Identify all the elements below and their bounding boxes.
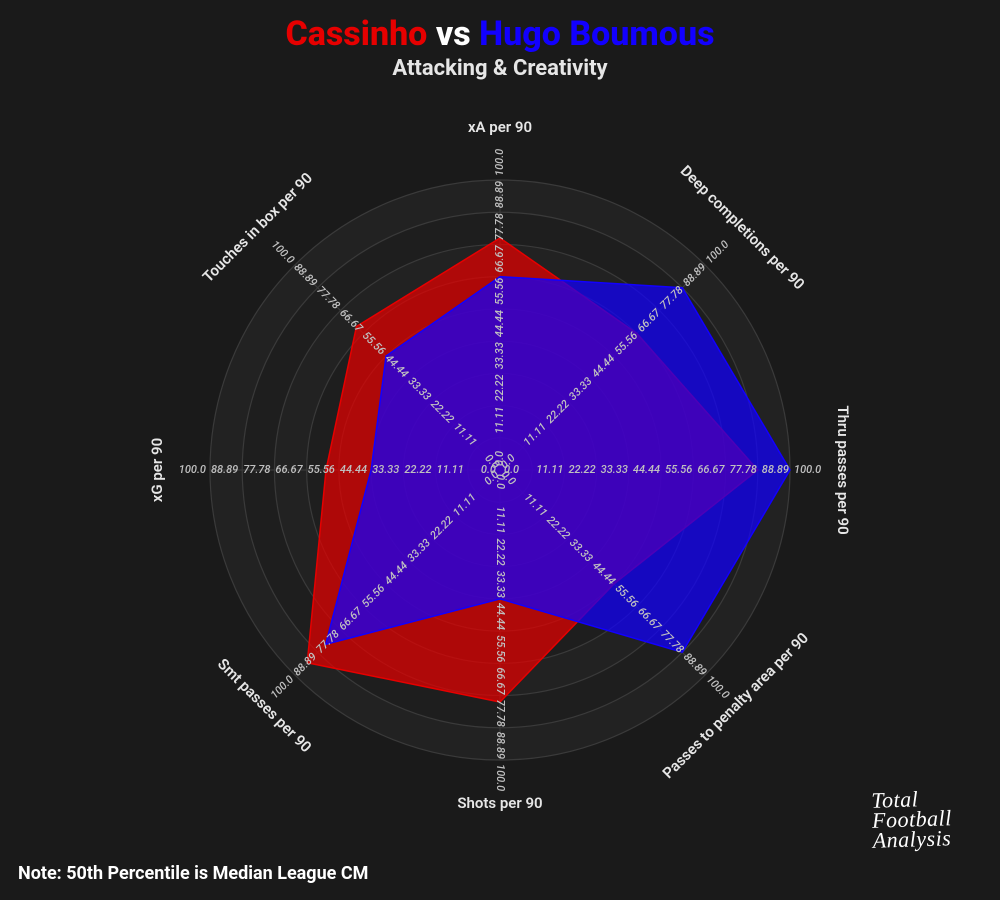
tick-label: 44.44 — [494, 603, 507, 630]
tick-label: 66.67 — [493, 245, 506, 273]
tick-label: 55.56 — [308, 463, 335, 476]
tick-label: 66.67 — [275, 463, 303, 476]
tick-label: 44.44 — [493, 310, 506, 337]
tick-label: 22.22 — [493, 374, 506, 401]
tick-label: 100.0 — [494, 764, 507, 791]
logo-line: Analysis — [872, 826, 983, 850]
tick-label: 11.11 — [536, 463, 563, 476]
player2-name: Hugo Boumous — [479, 14, 714, 54]
axis-label: Thru passes per 90 — [834, 405, 852, 534]
axis-label: xA per 90 — [468, 118, 532, 136]
footer-note: Note: 50th Percentile is Median League C… — [18, 863, 368, 884]
axis-label: Shots per 90 — [457, 794, 542, 812]
vs-text: vs — [436, 14, 471, 54]
tick-label: 11.11 — [437, 463, 464, 476]
radar-chart: 0.011.1122.2233.3344.4455.5666.6777.7888… — [50, 100, 950, 860]
tick-label: 100.0 — [794, 463, 821, 476]
tick-label: 100.0 — [493, 149, 506, 176]
tick-label: 88.89 — [494, 732, 507, 759]
tick-label: 44.44 — [633, 463, 660, 476]
tick-label: 66.67 — [494, 667, 507, 695]
axis-label: xG per 90 — [148, 438, 166, 502]
tick-label: 88.89 — [211, 463, 238, 476]
tick-label: 55.56 — [665, 463, 692, 476]
tick-label: 33.33 — [372, 463, 399, 476]
tick-label: 11.11 — [494, 506, 507, 533]
tick-label: 33.33 — [493, 342, 506, 369]
tick-label: 77.78 — [243, 463, 270, 476]
tick-label: 88.89 — [493, 181, 506, 208]
tick-label: 100.0 — [269, 238, 297, 266]
tick-label: 44.44 — [340, 463, 367, 476]
brand-logo: Total Football Analysis — [871, 787, 983, 850]
tick-label: 77.78 — [730, 463, 757, 476]
tick-label: 11.11 — [493, 407, 506, 434]
tick-label: 33.33 — [494, 571, 507, 598]
player1-name: Cassinho — [285, 14, 427, 54]
tick-label: 22.22 — [568, 463, 595, 476]
tick-label: 22.22 — [494, 538, 507, 565]
tick-label: 55.56 — [494, 635, 507, 662]
tick-label: 55.56 — [493, 278, 506, 305]
subtitle: Attacking & Creativity — [0, 56, 1000, 81]
tick-label: 33.33 — [601, 463, 628, 476]
tick-label: 77.78 — [494, 700, 507, 727]
tick-label: 100.0 — [268, 673, 296, 701]
tick-label: 88.89 — [762, 463, 789, 476]
tick-label: 100.0 — [703, 238, 731, 266]
tick-label: 77.78 — [493, 213, 506, 240]
tick-label: 22.22 — [404, 463, 431, 476]
tick-label: 66.67 — [697, 463, 725, 476]
title-line: Cassinho vs Hugo Boumous — [0, 14, 1000, 54]
tick-label: 100.0 — [704, 673, 732, 701]
title-block: Cassinho vs Hugo Boumous Attacking & Cre… — [0, 14, 1000, 81]
tick-label: 100.0 — [179, 463, 206, 476]
